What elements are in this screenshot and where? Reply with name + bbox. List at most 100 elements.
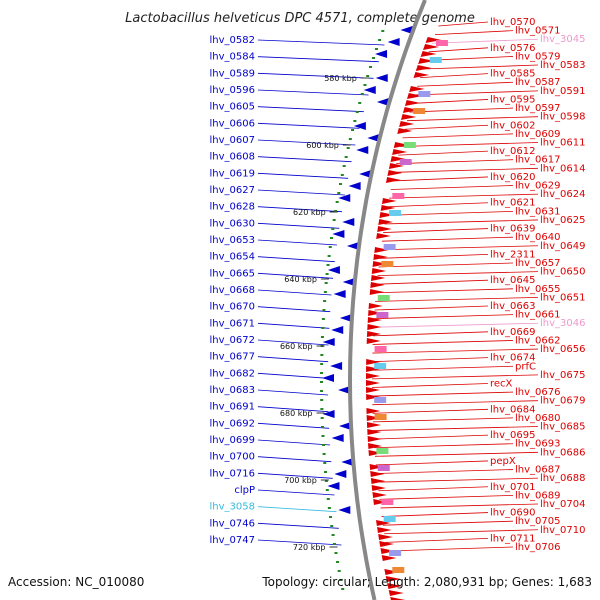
gc-skew-mark — [331, 534, 335, 536]
left-gene-label: lhv_0589 — [210, 68, 255, 79]
gc-skew-mark — [320, 390, 324, 392]
left-leader-line — [257, 222, 340, 229]
forward-gene — [369, 289, 384, 295]
annotation-block — [376, 312, 389, 318]
reverse-gene — [331, 326, 344, 334]
forward-gene — [392, 149, 408, 155]
right-gene-label: lhv_0688 — [540, 473, 585, 484]
right-leader-line — [372, 365, 514, 371]
right-leader-line — [374, 305, 489, 311]
right-gene-label: lhv_0587 — [515, 77, 560, 88]
right-leader-line — [396, 159, 514, 165]
right-gene-label: lhv_0656 — [540, 344, 585, 355]
right-gene-label: lhv_0669 — [490, 327, 535, 338]
gc-skew-mark — [324, 471, 328, 473]
left-gene-label: lhv_0683 — [210, 385, 255, 396]
left-gene-label: lhv_0630 — [210, 218, 255, 229]
forward-gene — [399, 121, 415, 127]
reverse-gene — [387, 38, 400, 46]
reverse-gene — [348, 182, 361, 190]
gc-skew-mark — [340, 174, 344, 176]
forward-gene — [369, 464, 384, 470]
annotation-block — [374, 346, 387, 352]
right-gene-label: lhv_0689 — [515, 490, 560, 501]
forward-gene — [366, 373, 381, 379]
annotation-block — [377, 465, 390, 471]
gc-skew-mark — [341, 588, 345, 590]
reverse-gene — [375, 74, 388, 82]
annotation-block — [383, 244, 396, 250]
left-leader-line — [257, 139, 356, 146]
right-gene-label: lhv_0686 — [540, 447, 585, 458]
forward-gene — [378, 534, 393, 540]
gc-skew-mark — [321, 318, 325, 320]
kbp-tick-label: 660 kbp — [280, 342, 313, 351]
right-leader-line — [422, 64, 539, 70]
forward-gene — [366, 380, 381, 386]
gc-skew-mark — [339, 183, 343, 185]
annotation-block — [383, 516, 396, 522]
forward-gene — [376, 520, 391, 526]
right-gene-label: recX — [490, 378, 513, 389]
right-leader-line — [373, 314, 514, 320]
right-leader-line — [372, 383, 489, 388]
right-leader-line — [372, 340, 514, 345]
left-leader-line — [257, 522, 339, 529]
right-leader-line — [383, 228, 489, 233]
right-leader-line — [428, 47, 489, 53]
right-leader-line — [375, 297, 539, 302]
right-leader-line — [411, 99, 489, 104]
right-leader-line — [381, 512, 489, 517]
reverse-gene — [330, 362, 343, 370]
gc-skew-mark — [336, 561, 340, 563]
right-gene-label: lhv_0675 — [540, 370, 585, 381]
right-leader-line — [372, 348, 539, 354]
left-leader-line — [257, 156, 352, 163]
left-gene-label: lhv_0691 — [210, 402, 255, 413]
right-leader-line — [390, 185, 514, 190]
gc-skew-mark — [325, 489, 329, 491]
annotation-block — [376, 448, 389, 454]
right-gene-label: lhv_0625 — [540, 215, 585, 226]
right-gene-label: lhv_0609 — [515, 129, 560, 140]
forward-gene — [371, 485, 387, 491]
left-gene-label: lhv_0607 — [210, 135, 255, 146]
left-gene-label: lhv_0670 — [210, 302, 255, 313]
right-gene-label: lhv_0612 — [490, 146, 535, 157]
kbp-tick-label: 580 kbp — [324, 74, 357, 83]
gc-skew-mark — [325, 273, 329, 275]
gc-skew-mark — [322, 453, 326, 455]
right-gene-label: lhv_0710 — [540, 525, 585, 536]
left-gene-label: lhv_0682 — [210, 368, 255, 379]
right-gene-label: lhv_0690 — [490, 508, 535, 519]
left-leader-line — [257, 389, 329, 396]
gc-skew-mark — [320, 417, 324, 419]
map-title: Lactobacillus helveticus DPC 4571, compl… — [125, 11, 475, 26]
forward-gene — [415, 65, 432, 71]
forward-gene — [388, 163, 404, 169]
left-gene-label: lhv_0627 — [210, 185, 255, 196]
right-gene-label: lhv_0621 — [490, 198, 535, 209]
left-gene-label: lhv_0692 — [210, 418, 255, 429]
gc-skew-mark — [374, 48, 378, 50]
annotation-block — [374, 363, 387, 369]
right-gene-label: lhv_0617 — [515, 155, 560, 166]
right-gene-label: lhv_0711 — [490, 533, 535, 544]
annotation-block — [399, 159, 412, 165]
right-gene-label: lhv_0631 — [515, 206, 560, 217]
gc-skew-mark — [369, 66, 373, 68]
forward-gene — [372, 261, 387, 267]
left-gene-label: lhv_0582 — [210, 35, 255, 46]
kbp-ticks: 580 kbp 600 kbp 620 kbp 640 kbp 660 kbp 680 k… — [280, 74, 369, 552]
reverse-gene — [339, 422, 352, 430]
forward-gene — [400, 114, 417, 120]
reverse-gene — [359, 170, 372, 178]
reverse-gene — [322, 338, 335, 346]
right-gene-label: lhv_0705 — [515, 516, 560, 527]
left-leader-line — [257, 72, 374, 79]
gc-skew-mark — [320, 354, 324, 356]
right-gene-label: lhv_0662 — [515, 335, 560, 346]
right-leader-line — [374, 451, 539, 457]
right-leader-line — [373, 322, 539, 328]
right-gene-label: lhv_0570 — [490, 17, 535, 28]
